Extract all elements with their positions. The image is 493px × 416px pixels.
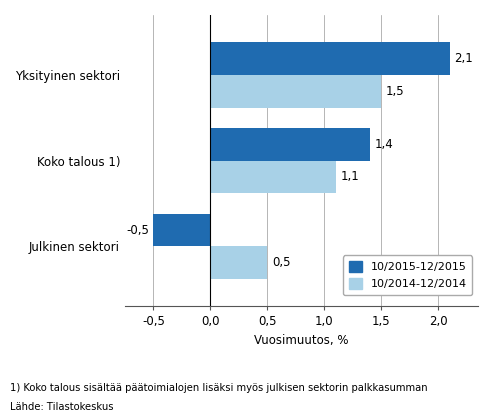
X-axis label: Vuosimuutos, %: Vuosimuutos, % xyxy=(254,334,349,347)
Text: 1,4: 1,4 xyxy=(374,138,393,151)
Bar xyxy=(211,75,381,108)
Text: 1,5: 1,5 xyxy=(386,85,404,98)
Bar xyxy=(211,42,450,75)
Bar xyxy=(153,214,211,246)
Bar xyxy=(211,128,370,161)
Text: 1,1: 1,1 xyxy=(340,171,359,183)
Bar xyxy=(211,246,267,279)
Text: 2,1: 2,1 xyxy=(454,52,473,65)
Legend: 10/2015-12/2015, 10/2014-12/2014: 10/2015-12/2015, 10/2014-12/2014 xyxy=(343,255,472,295)
Text: -0,5: -0,5 xyxy=(126,223,149,237)
Text: 0,5: 0,5 xyxy=(272,256,290,269)
Bar xyxy=(211,161,336,193)
Text: Lähde: Tilastokeskus: Lähde: Tilastokeskus xyxy=(10,402,113,412)
Text: 1) Koko talous sisältää päätoimialojen lisäksi myös julkisen sektorin palkkasumm: 1) Koko talous sisältää päätoimialojen l… xyxy=(10,383,427,393)
